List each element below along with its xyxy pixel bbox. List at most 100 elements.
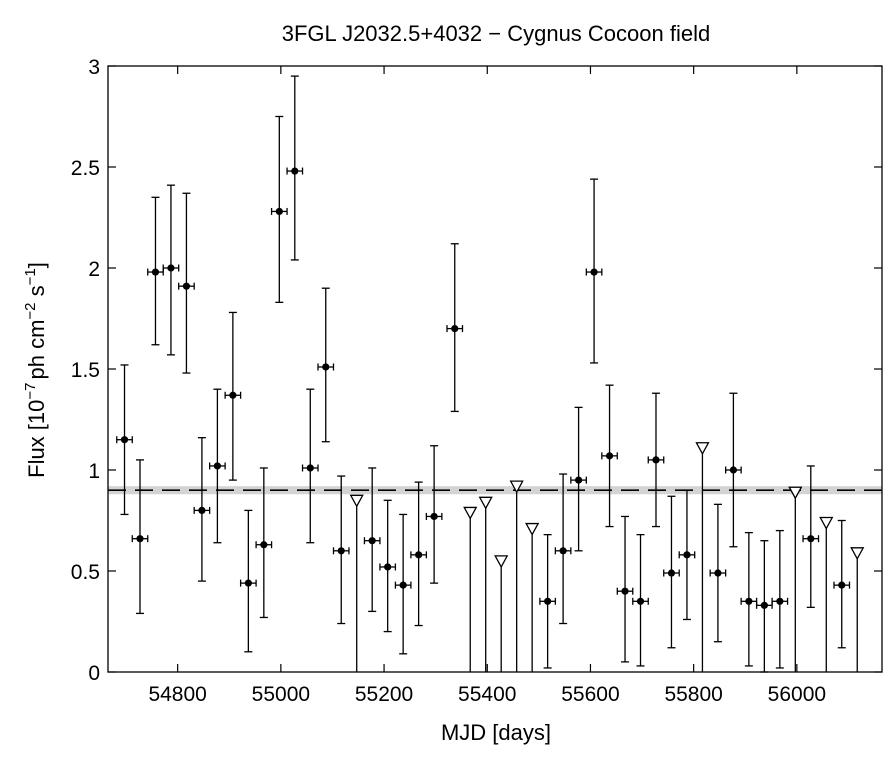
chart-title: 3FGL J2032.5+4032 − Cygnus Cocoon field (282, 21, 710, 46)
upper-limit-marker (695, 442, 710, 456)
data-marker (430, 512, 438, 521)
data-marker (683, 551, 691, 559)
data-point (131, 459, 149, 615)
data-point (616, 515, 634, 663)
data-point (116, 364, 133, 516)
upper-limit (695, 442, 710, 672)
x-tick-label: 55400 (458, 683, 516, 706)
data-marker (198, 506, 206, 514)
x-tick-label: 56000 (768, 683, 826, 706)
data-marker (451, 325, 459, 333)
upper-limit (463, 506, 478, 672)
y-axis-label-suffix: ] (24, 262, 49, 268)
data-point (755, 540, 773, 673)
data-point (162, 184, 180, 356)
data-point (740, 531, 758, 667)
data-marker (291, 167, 299, 175)
reference-layer (108, 486, 882, 495)
upper-limit (494, 555, 509, 672)
data-point (539, 533, 557, 669)
data-marker (760, 601, 768, 609)
plot-frame (107, 65, 883, 673)
data-marker (229, 391, 237, 399)
upper-limit (478, 496, 493, 672)
data-point (239, 509, 257, 653)
data-marker (260, 541, 268, 549)
x-axis-label: MJD [days] (441, 720, 551, 745)
data-point (286, 75, 304, 261)
data-point (270, 115, 288, 303)
data-point (317, 287, 335, 443)
upper-limit-marker (494, 555, 509, 569)
data-point (833, 519, 851, 649)
data-marker (167, 264, 175, 272)
data-point (178, 192, 195, 374)
data-layer (116, 75, 865, 673)
data-point (147, 196, 164, 346)
data-marker (652, 456, 660, 464)
data-marker (559, 547, 567, 555)
data-marker (306, 464, 314, 472)
y-tick-label: 2 (88, 258, 100, 281)
data-marker (415, 551, 423, 559)
data-marker (776, 597, 784, 605)
data-point (224, 311, 242, 481)
data-point (554, 473, 572, 625)
y-axis-label-prefix: Flux [10 (24, 400, 49, 478)
data-point (570, 406, 587, 552)
y-tick-label: 1 (88, 460, 100, 483)
data-point (410, 481, 428, 627)
y-tick-label: 0.5 (71, 561, 100, 584)
data-marker (729, 466, 737, 474)
data-point (585, 178, 603, 364)
x-tick-label: 55000 (252, 683, 310, 706)
data-point (725, 392, 742, 548)
x-tick-label: 55600 (561, 683, 619, 706)
upper-limit-marker (509, 480, 524, 494)
data-point (394, 513, 412, 655)
y-axis-label: Flux [10−7 ph cm−2 s−1] (22, 262, 49, 478)
upper-limit (850, 547, 865, 672)
data-marker (714, 569, 722, 577)
upper-limit-marker (788, 486, 803, 500)
data-point (332, 475, 350, 625)
data-point (678, 489, 696, 621)
data-marker (120, 436, 129, 444)
data-point (709, 503, 727, 643)
y-tick-label: 0 (88, 662, 100, 685)
data-marker (213, 462, 221, 470)
data-marker (399, 581, 407, 589)
data-point (193, 437, 211, 582)
y-tick-label: 1.5 (71, 359, 100, 382)
upper-limit-marker (478, 496, 493, 510)
y-axis-label-exp1: −7 (22, 383, 39, 400)
data-marker (636, 597, 645, 605)
upper-limit-marker (463, 506, 478, 520)
data-marker (244, 579, 252, 587)
data-point (446, 243, 464, 413)
data-point (425, 445, 443, 584)
y-axis-label-exp2: −2 (22, 302, 39, 319)
data-marker (182, 282, 191, 290)
upper-limit (349, 494, 364, 672)
x-tick-label: 54800 (148, 683, 206, 706)
data-point (802, 465, 820, 609)
data-marker (322, 363, 330, 371)
data-marker (807, 535, 815, 543)
upper-limit (788, 486, 803, 672)
data-point (255, 467, 273, 619)
data-marker (574, 476, 583, 484)
y-tick-label: 3 (88, 56, 100, 79)
upper-limit (819, 516, 834, 672)
y-axis-label-exp3: −1 (22, 268, 39, 285)
data-marker (590, 268, 598, 276)
data-point (647, 392, 665, 528)
data-marker (384, 563, 392, 571)
data-marker (151, 268, 160, 276)
y-tick-label: 2.5 (71, 157, 100, 180)
data-marker (337, 547, 345, 555)
data-point (363, 467, 381, 613)
data-marker (667, 569, 676, 577)
data-marker (621, 587, 629, 595)
